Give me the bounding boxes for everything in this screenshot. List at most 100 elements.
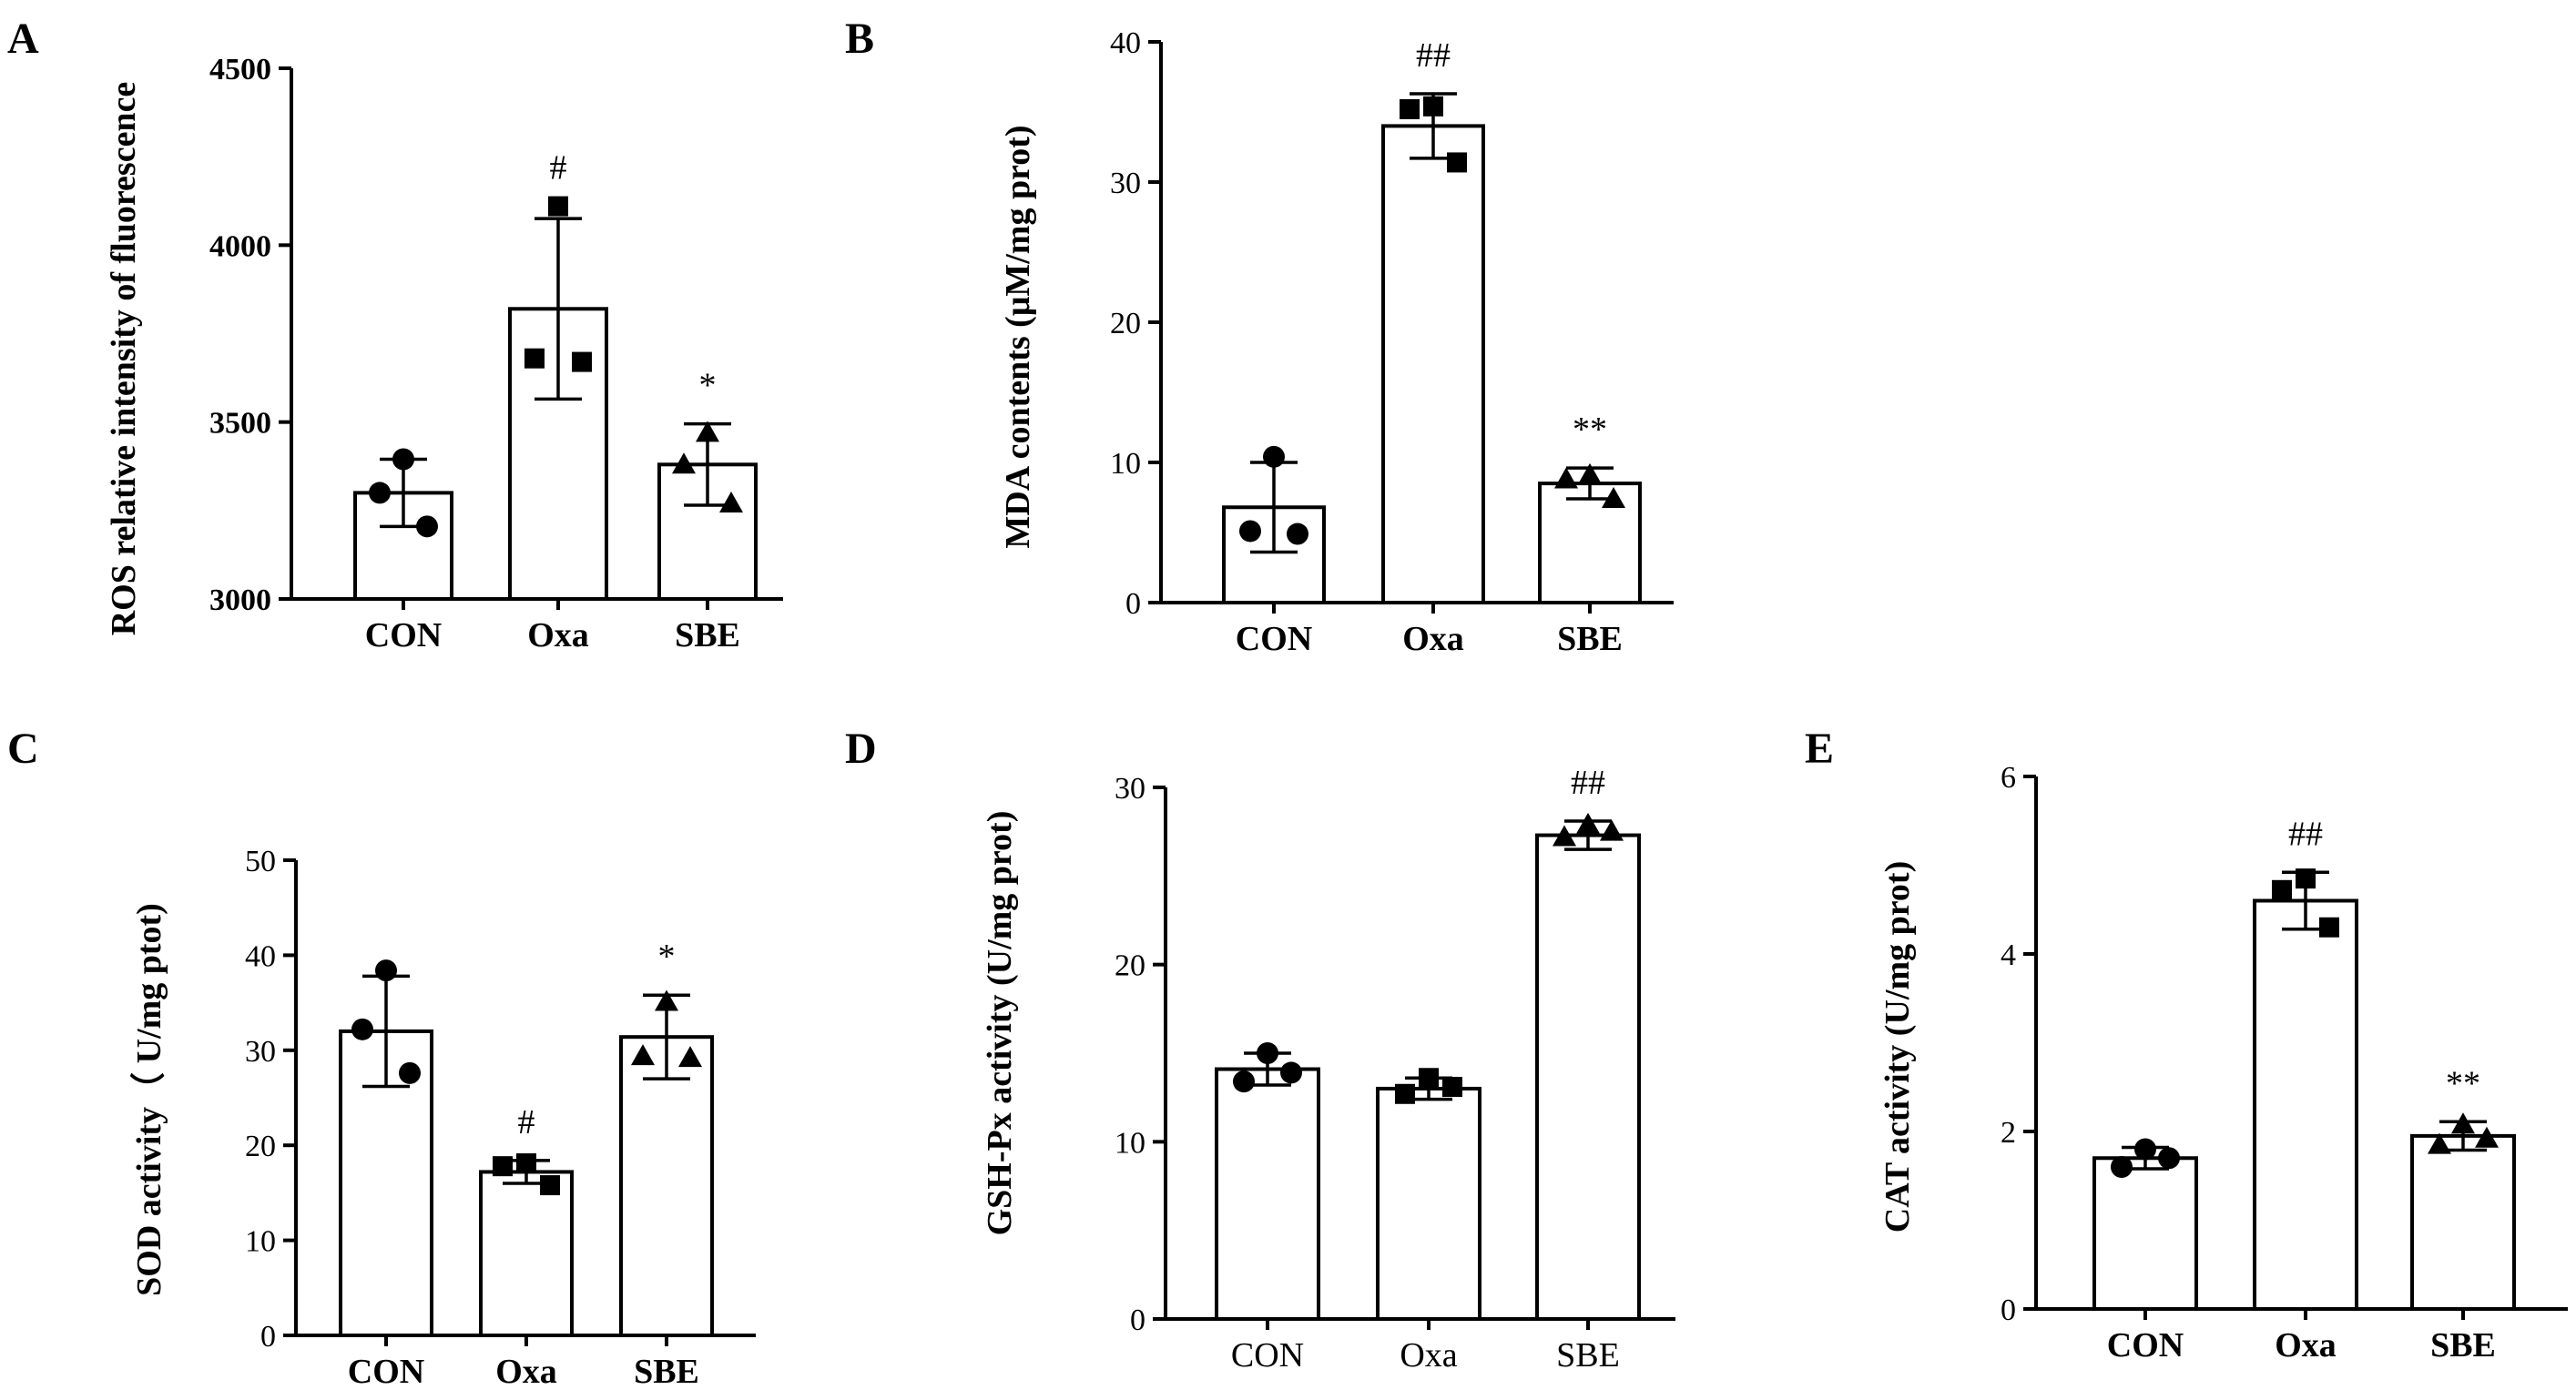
y-tick-label: 0 <box>1125 587 1141 621</box>
bar-sbe <box>1538 482 1642 604</box>
panel-letter: C <box>7 725 39 773</box>
significance-label: ## <box>2288 815 2323 853</box>
bar-sbe <box>2410 1133 2516 1311</box>
significance-label: ## <box>1416 36 1451 75</box>
y-tick-label: 0 <box>260 1320 276 1354</box>
data-point-con <box>2111 1156 2133 1178</box>
y-tick-label: 40 <box>245 939 276 973</box>
panel-b: B MDA contents (μM/mg prot) 0 10 20 30 40 CON… <box>845 15 1674 658</box>
data-point-oxa <box>572 351 592 372</box>
data-point-con <box>375 959 397 982</box>
data-point-oxa <box>1419 1068 1439 1089</box>
y-tick-label: 10 <box>245 1225 276 1259</box>
panel-letter: B <box>845 15 874 63</box>
data-point-con <box>399 1061 421 1084</box>
bar-con <box>1215 1067 1320 1322</box>
y-tick-label: 10 <box>1110 447 1141 481</box>
data-point-con <box>1287 522 1308 545</box>
category-label: CON <box>1231 1336 1304 1375</box>
bar-oxa <box>2253 898 2358 1311</box>
y-tick-label: 20 <box>245 1130 276 1163</box>
data-point-oxa <box>1395 1083 1415 1104</box>
category-label: Oxa <box>1400 1336 1457 1375</box>
data-point-sbe <box>1576 812 1600 834</box>
y-tick-label: 30 <box>1115 772 1145 806</box>
data-point-sbe <box>2451 1112 2475 1134</box>
y-tick-label: 20 <box>1110 307 1141 340</box>
data-point-sbe <box>1553 825 1576 847</box>
data-point-oxa <box>516 1153 536 1174</box>
data-point-con <box>1280 1061 1302 1084</box>
panel-c: C SOD activity（ U/mg ptot) 0 10 20 30 40 50 CO… <box>7 725 756 1391</box>
data-point-con <box>1263 445 1285 468</box>
data-point-oxa <box>2319 917 2339 938</box>
data-point-con <box>351 1018 373 1040</box>
data-point-sbe <box>2475 1126 2499 1148</box>
category-label: SBE <box>675 616 740 654</box>
data-point-sbe <box>631 1044 655 1066</box>
data-point-oxa <box>548 196 568 217</box>
data-point-sbe <box>678 1046 702 1068</box>
data-point-oxa <box>524 348 545 369</box>
data-point-oxa <box>540 1175 560 1196</box>
y-tick-label: 10 <box>1115 1126 1145 1160</box>
significance-label: * <box>699 367 717 405</box>
data-point-con <box>369 482 391 504</box>
category-label: Oxa <box>1402 620 1464 658</box>
significance-label: * <box>658 938 676 976</box>
y-axis-label: CAT activity (U/mg prot) <box>1879 861 1917 1233</box>
y-tick-label: 30 <box>1110 167 1141 200</box>
data-point-oxa <box>1442 1076 1462 1097</box>
y-tick-label: 4 <box>2001 938 2016 972</box>
y-tick-label: 40 <box>1110 26 1141 60</box>
y-tick-label: 20 <box>1115 949 1145 983</box>
y-tick-label: 6 <box>2001 761 2016 795</box>
category-label: SBE <box>634 1353 699 1391</box>
bar-oxa <box>1376 1086 1481 1322</box>
y-tick-label: 0 <box>1130 1304 1145 1337</box>
data-point-con <box>416 515 438 538</box>
data-point-con <box>1233 1070 1255 1093</box>
data-point-sbe <box>719 492 743 513</box>
bar-oxa <box>1381 124 1485 604</box>
panel-letter: D <box>845 725 877 773</box>
y-tick-label: 30 <box>245 1035 276 1069</box>
data-point-oxa <box>1423 96 1443 117</box>
y-tick-label: 0 <box>2001 1293 2016 1327</box>
category-label: CON <box>2107 1326 2184 1364</box>
data-point-sbe <box>1554 467 1578 489</box>
bar-sbe <box>619 1035 714 1337</box>
y-tick-label: 2 <box>2001 1116 2016 1150</box>
y-tick-label: 3000 <box>209 583 271 617</box>
data-point-sbe <box>1578 462 1602 484</box>
panel-a: A ROS relative intensity of fluorescence… <box>7 15 783 654</box>
panel-letter: E <box>1805 725 1834 773</box>
data-point-con <box>392 448 414 471</box>
y-axis-label: GSH-Px activity (U/mg prot) <box>981 811 1019 1236</box>
category-label: Oxa <box>2275 1326 2337 1364</box>
y-tick-label: 50 <box>245 845 276 878</box>
panel-e: E CAT activity (U/mg prot) 0 2 4 6 CON Oxa ## S… <box>1805 725 2568 1364</box>
data-point-sbe <box>672 452 696 474</box>
data-point-oxa <box>1400 98 1420 119</box>
y-axis-label: SOD activity（ U/mg ptot) <box>130 903 168 1296</box>
data-point-oxa <box>1447 152 1467 173</box>
bar-con <box>2092 1156 2198 1311</box>
significance-label: # <box>518 1103 535 1141</box>
significance-label: ** <box>2446 1064 2480 1102</box>
data-point-sbe <box>696 421 719 442</box>
y-axis-label: ROS relative intensity of fluorescence <box>105 82 143 636</box>
data-point-con <box>2134 1138 2156 1161</box>
category-label: Oxa <box>495 1353 557 1391</box>
category-label: SBE <box>1556 1336 1620 1375</box>
category-label: SBE <box>2430 1326 2496 1364</box>
data-point-con <box>2158 1147 2180 1170</box>
significance-label: ## <box>1571 764 1605 802</box>
bar-oxa <box>479 1170 574 1337</box>
y-tick-label: 4000 <box>209 229 271 263</box>
data-point-con <box>1257 1042 1278 1064</box>
bar-sbe <box>1535 833 1641 1321</box>
data-point-sbe <box>2428 1132 2451 1154</box>
data-point-sbe <box>655 989 678 1011</box>
